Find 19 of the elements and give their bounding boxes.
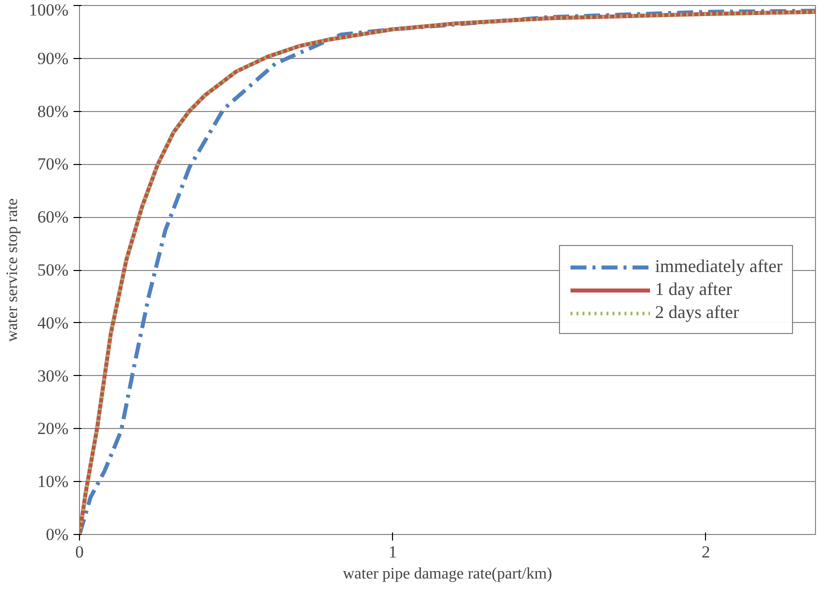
y-tick-label: 10% xyxy=(37,472,69,492)
x-tick-label: 2 xyxy=(702,542,710,562)
y-tick-label: 100% xyxy=(28,0,69,20)
x-tick-label: 0 xyxy=(75,542,84,562)
legend-label: 1 day after xyxy=(655,279,732,300)
y-tick-label: 20% xyxy=(37,419,69,438)
y-tick-label: 90% xyxy=(37,48,69,68)
y-tick-label: 60% xyxy=(37,208,69,227)
x-axis-title: water pipe damage rate(part/km) xyxy=(342,566,552,582)
y-axis-title: water service stop rate xyxy=(4,198,21,342)
legend-label: immediately after xyxy=(655,256,782,277)
y-tick-label: 40% xyxy=(37,313,69,332)
legend-label: 2 days after xyxy=(655,302,739,323)
y-tick-label: 50% xyxy=(37,260,69,280)
y-tick-label: 70% xyxy=(37,154,69,174)
y-tick-label: 0% xyxy=(46,525,69,544)
x-tick-label: 1 xyxy=(388,542,397,562)
y-tick-label: 30% xyxy=(37,366,69,386)
y-tick-label: 80% xyxy=(37,102,69,121)
